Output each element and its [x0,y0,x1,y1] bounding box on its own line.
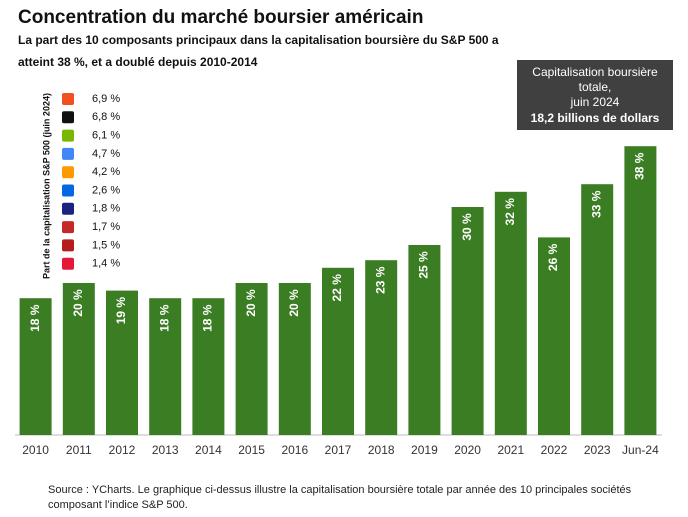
company-icon [62,239,74,252]
value-label: 30 % [460,213,474,241]
side-list-item: 1,5 % [92,239,120,251]
bar [581,184,614,435]
bar [322,267,354,435]
side-list-item: 2,6 % [92,184,120,196]
company-icon [62,184,74,197]
company-icon [62,221,74,234]
bar [538,237,570,435]
bar [624,146,657,435]
company-icon [62,147,74,160]
side-list-item: 1,4 % [92,258,120,270]
source: Source : YCharts. Le graphique ci-dessus… [48,484,632,511]
value-label: 38 % [633,152,647,180]
bar [278,283,311,435]
value-label: 23 % [373,266,387,294]
value-label: 20 % [244,289,258,317]
x-tick-label: 2019 [411,443,438,457]
bar [451,207,484,435]
x-tick-label: 2023 [584,443,611,457]
side-list-item: 6,9 % [92,93,120,105]
bar [365,260,398,435]
bar [494,191,527,435]
value-label: 25 % [417,251,431,279]
x-tick-label: 2018 [368,443,395,457]
x-tick-label: 2012 [109,443,136,457]
side-list-item: 6,1 % [92,130,120,142]
x-tick-label: 2011 [66,443,92,457]
x-tick-label: 2016 [281,443,308,457]
bar [192,298,225,435]
callout-text: juin 2024 [570,95,620,109]
side-list-item: 4,2 % [92,166,120,178]
company-icon [62,257,74,270]
value-label: 18 % [201,304,215,332]
chart-title: Concentration du marché boursier américa… [18,7,423,28]
x-tick-label: 2015 [238,443,265,457]
chart-subtitle: La part des 10 composants principaux dan… [18,33,499,47]
side-list-item: 6,8 % [92,111,120,123]
company-icon [62,202,74,215]
company-icon [62,93,74,105]
value-label: 22 % [330,274,344,302]
value-label: 26 % [546,243,560,271]
value-label: 19 % [114,297,128,325]
bar [62,283,95,435]
chart-subtitle: atteint 38 %, et a doublé depuis 2010-20… [18,55,258,69]
company-icon [62,166,74,179]
callout-box [517,60,673,130]
side-list-item: 1,7 % [92,221,120,233]
callout-text: Capitalisation boursière [532,65,658,79]
bar [19,298,52,435]
x-tick-label: 2020 [454,443,481,457]
value-label: 20 % [71,289,85,317]
side-list-title: Part de la capitalisation S&P 500 (juin … [41,93,51,279]
callout-value: 18,2 billions de dollars [531,111,660,125]
value-label: 18 % [28,304,42,332]
x-tick-label: 2021 [497,443,524,457]
bar [149,298,182,435]
side-list-item: 4,7 % [92,148,120,160]
callout-text: totale, [579,80,612,94]
bar [106,290,138,435]
value-label: 18 % [157,304,171,332]
company-icon [62,111,74,124]
value-label: 33 % [589,190,603,218]
x-tick-label: 2013 [152,443,179,457]
side-list-item: 1,8 % [92,203,120,215]
bar [235,283,268,435]
company-icon [62,129,74,142]
x-tick-label: 2014 [195,443,222,457]
value-label: 32 % [503,198,517,226]
bar [408,245,441,435]
value-label: 20 % [287,289,301,317]
x-tick-label: 2022 [541,443,568,457]
x-tick-label: 2010 [22,443,49,457]
x-tick-label: Jun-24 [622,443,659,457]
x-tick-label: 2017 [325,443,352,457]
